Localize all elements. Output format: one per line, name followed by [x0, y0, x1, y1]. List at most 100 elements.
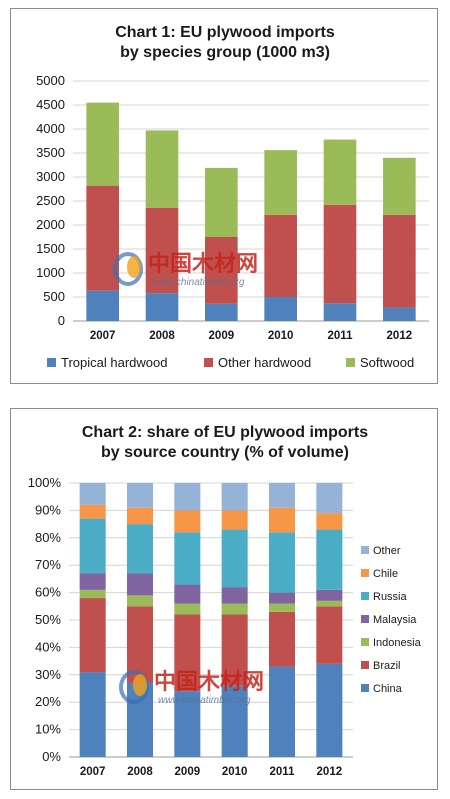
- chart2-x-tick: 2008: [127, 766, 153, 778]
- chart2-bar-indonesia: [174, 603, 201, 615]
- chart2-legend-swatch: [361, 684, 369, 692]
- chart2-bar-indonesia: [126, 595, 154, 607]
- chart1-y-tick: 1500: [36, 241, 65, 256]
- chart2-bar-chile: [126, 507, 154, 525]
- chart2-bar-brazil: [268, 611, 296, 667]
- chart1-bar-softwood: [145, 130, 179, 208]
- chart2-bar-other: [174, 483, 201, 511]
- chart1-legend-label: Other hardwood: [218, 355, 311, 370]
- chart2-y-tick: 90%: [35, 502, 61, 517]
- chart2-x-tick: 2007: [80, 766, 106, 778]
- watermark-logo-flame: [127, 256, 141, 278]
- chart1-bar-softwood: [205, 167, 238, 237]
- chart2-x-tick: 2012: [317, 766, 343, 778]
- chart1-bar-other-hardwood: [264, 214, 297, 297]
- watermark-url: www.chinatimber.org: [152, 277, 245, 288]
- chart1-y-tick: 500: [43, 289, 65, 304]
- chart1-y-tick: 4000: [36, 121, 65, 136]
- chart2-legend-swatch: [361, 638, 369, 646]
- chart2-legend-label: Malaysia: [373, 614, 417, 626]
- watermark-text: 中国木材网: [148, 251, 258, 276]
- chart2-bar-russia: [316, 529, 343, 590]
- chart2-y-tick: 40%: [35, 639, 61, 654]
- chart1-bar-tropical-hardwood: [205, 303, 238, 321]
- watermark-url: www.chinatimber.org: [158, 695, 251, 706]
- chart2-y-tick: 80%: [35, 530, 61, 545]
- watermark-logo-ring: [113, 252, 143, 286]
- chart2-bar-chile: [79, 504, 106, 519]
- chart1-y-tick: 3500: [36, 145, 65, 160]
- chart2-legend-swatch: [361, 661, 369, 669]
- chart2-bar-chile: [174, 510, 201, 533]
- chart2-title-line: Chart 2: share of EU plywood imports: [82, 424, 368, 441]
- chart2-y-tick: 60%: [35, 585, 61, 600]
- chart1-bar-softwood: [264, 150, 297, 215]
- chart2-bar-malaysia: [79, 573, 106, 590]
- chart2-bar-indonesia: [268, 603, 296, 612]
- chart2-x-tick: 2010: [222, 766, 248, 778]
- chart1-bar-other-hardwood: [383, 214, 416, 308]
- chart2-bar-chile: [221, 510, 248, 530]
- chart2-bar-brazil: [316, 606, 343, 664]
- chart1-bar-other-hardwood: [145, 207, 179, 294]
- chart2-legend-label: China: [373, 683, 403, 695]
- chart2-legend-label: Chile: [373, 568, 398, 580]
- chart2-bar-indonesia: [79, 589, 106, 599]
- chart2-bar-other: [126, 483, 154, 508]
- chart1-legend-swatch: [204, 358, 213, 367]
- chart2-bar-china: [79, 672, 106, 757]
- chart2-bar-indonesia: [221, 603, 248, 615]
- chart1-legend-label: Softwood: [360, 355, 414, 370]
- chart2-bar-chile: [268, 507, 296, 533]
- chart2-panel: Chart 2: share of EU plywood imports by s…: [10, 408, 438, 790]
- chart2-legend-swatch: [361, 615, 369, 623]
- chart2-bar-chile: [316, 513, 343, 530]
- chart2-legend-label: Brazil: [373, 660, 401, 672]
- chart2-bar-malaysia: [316, 589, 343, 601]
- chart1-bar-tropical-hardwood: [145, 293, 179, 321]
- chart1-legend-swatch: [346, 358, 355, 367]
- chart2-x-tick: 2011: [270, 766, 296, 778]
- chart2-bar-malaysia: [174, 584, 201, 604]
- chart1-y-tick: 3000: [36, 169, 65, 184]
- chart1-title-line: by species group (1000 m3): [120, 44, 330, 61]
- chart1-x-tick: 2011: [328, 330, 354, 342]
- watermark-logo-ring: [119, 670, 149, 704]
- chart2-bar-other: [79, 483, 106, 505]
- chart1-y-tick: 1000: [36, 265, 65, 280]
- chart1-y-tick: 4500: [36, 97, 65, 112]
- chart2-x-tick: 2009: [175, 766, 201, 778]
- chart1-legend-swatch: [47, 358, 56, 367]
- chart2-bar-china: [221, 685, 248, 757]
- chart2-bar-brazil: [221, 614, 248, 686]
- chart1-bar-tropical-hardwood: [383, 307, 416, 321]
- chart1-x-tick: 2012: [387, 330, 413, 342]
- chart1-legend-label: Tropical hardwood: [61, 355, 167, 370]
- watermark-text: 中国木材网: [154, 669, 264, 694]
- chart2-bar-russia: [268, 532, 296, 593]
- chart2-bar-indonesia: [316, 600, 343, 607]
- chart1-x-tick: 2008: [149, 330, 175, 342]
- chart2-bar-malaysia: [268, 592, 296, 604]
- chart1-bar-tropical-hardwood: [264, 297, 297, 321]
- chart2-svg: Chart 2: share of EU plywood imports by s…: [28, 424, 422, 778]
- chart2-y-tick: 50%: [35, 612, 61, 627]
- chart1-x-tick: 2007: [90, 330, 116, 342]
- chart2-bar-russia: [174, 532, 201, 585]
- chart2-bar-other: [268, 483, 296, 508]
- chart2-y-tick: 20%: [35, 694, 61, 709]
- chart2-bar-malaysia: [126, 573, 154, 596]
- chart2-legend-swatch: [361, 592, 369, 600]
- chart1-bar-other-hardwood: [323, 204, 357, 304]
- chart2-legend-swatch: [361, 569, 369, 577]
- chart1-y-tick: 0: [58, 313, 65, 328]
- chart2-bar-russia: [126, 524, 154, 574]
- chart2-bar-russia: [79, 518, 106, 574]
- chart2-legend-label: Russia: [373, 591, 408, 603]
- watermark-logo-flame: [133, 674, 147, 696]
- chart2-bar-brazil: [126, 606, 154, 684]
- chart2-bar-russia: [221, 529, 248, 588]
- chart2-y-tick: 100%: [28, 475, 62, 490]
- chart2-bar-brazil: [79, 598, 106, 673]
